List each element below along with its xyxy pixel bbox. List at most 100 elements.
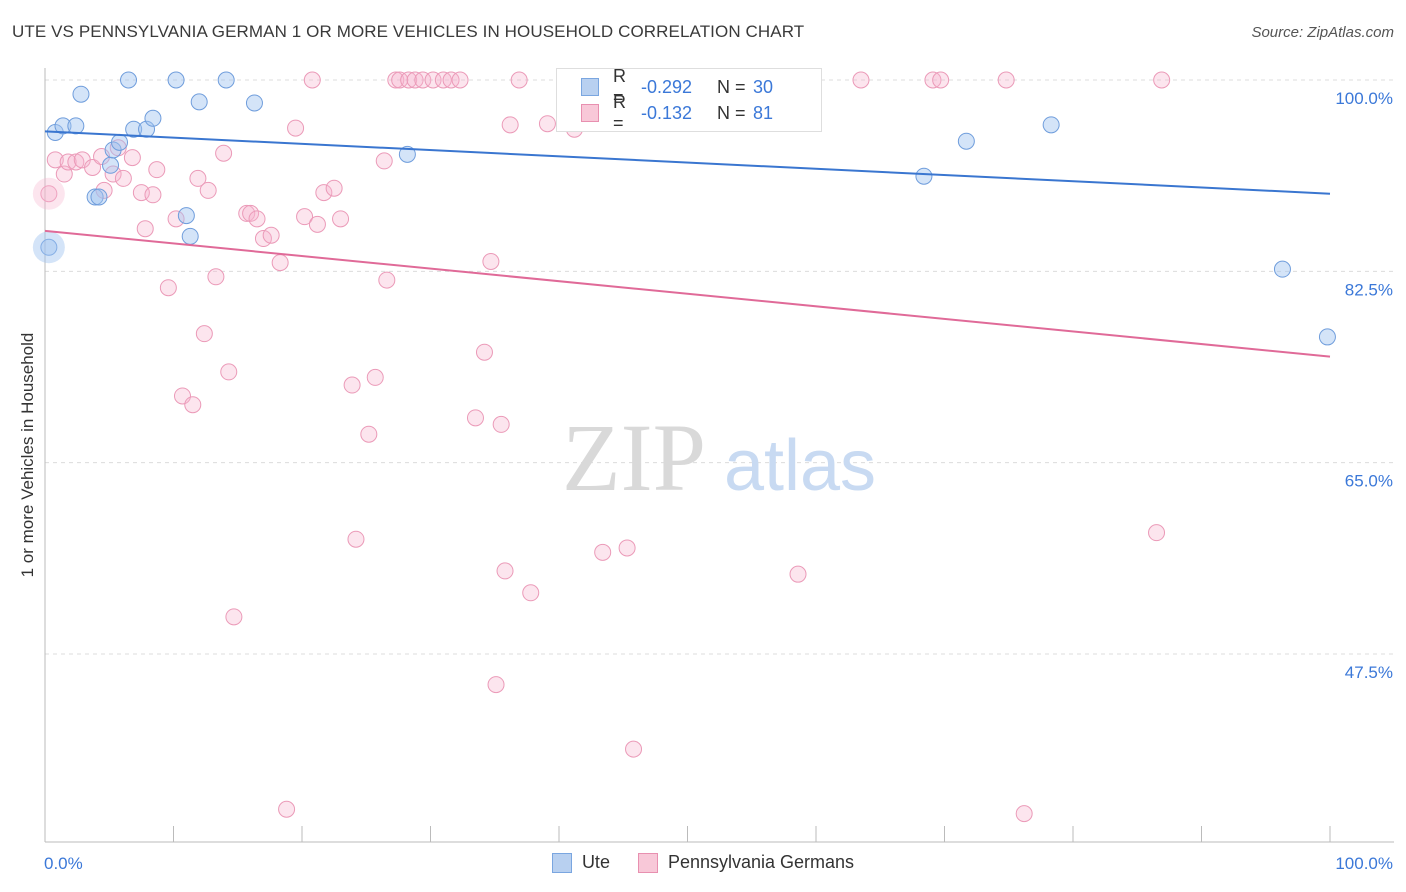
pennsylvania-germans-point	[144, 186, 162, 204]
pennsylvania-germans-point	[997, 71, 1015, 89]
pennsylvania-germans-point	[387, 71, 405, 89]
ute-point	[915, 167, 933, 185]
pennsylvania-germans-point	[325, 179, 343, 197]
pennsylvania-germans-point	[296, 208, 314, 226]
ute-point	[177, 207, 195, 225]
source-label: Source: ZipAtlas.com	[1251, 24, 1394, 41]
y-tick-label: 82.5%	[1345, 280, 1393, 299]
pennsylvania-germans-point	[1015, 805, 1033, 823]
ute-point	[90, 188, 108, 206]
legend-r-label: R =	[613, 92, 626, 133]
tick-labels: 47.5% 65.0% 82.5% 100.0% 0.0% 100.0%	[44, 89, 1393, 873]
ute-point	[957, 132, 975, 150]
ute-point	[120, 71, 138, 89]
ute-point	[102, 156, 120, 174]
pennsylvania-germans-large-point	[32, 177, 65, 210]
legend-item-ute[interactable]: Ute	[551, 852, 610, 873]
pennsylvania-germans-point	[225, 608, 243, 626]
ute-point	[167, 71, 185, 89]
legend-r-label: R =	[613, 66, 626, 107]
pennsylvania-germans-point	[347, 530, 365, 548]
pennsylvania-germans-point	[789, 565, 807, 583]
gridlines	[45, 79, 1394, 655]
ute-point	[1273, 260, 1291, 278]
pennsylvania-germans-point	[303, 71, 321, 89]
pennsylvania-germans-point	[207, 268, 225, 286]
chart-title: UTE VS PENNSYLVANIA GERMAN 1 OR MORE VEH…	[12, 22, 805, 41]
pennsylvania-germans-point	[424, 71, 442, 89]
pennsylvania-germans-point	[391, 71, 409, 89]
pennsylvania-germans-point	[496, 562, 514, 580]
pennsylvania-germans-point	[618, 539, 636, 557]
y-tick-label: 100.0%	[1335, 89, 1393, 108]
ute-point	[111, 133, 129, 151]
ute-point	[217, 71, 235, 89]
ute-point	[67, 117, 85, 135]
pennsylvania-germans-point	[248, 210, 266, 228]
pennsylvania-germans-point	[332, 210, 350, 228]
pennsylvania-germans-point	[375, 152, 393, 170]
legend-label-ute: Ute	[581, 852, 610, 872]
ute-point	[1042, 116, 1060, 134]
pennsylvania-germans-point	[492, 415, 510, 433]
ute-point	[125, 120, 143, 138]
pennsylvania-germans-point	[220, 363, 238, 381]
legend-n-label: N =	[717, 76, 746, 97]
legend-swatch-ute	[581, 78, 599, 96]
pennsylvania-germans-point	[451, 71, 469, 89]
pennsylvania-germans-point	[189, 169, 207, 187]
series-legend: Ute Pennsylvania Germans	[0, 852, 1406, 873]
ute-point	[40, 238, 58, 256]
pennsylvania-germans-point	[84, 158, 102, 176]
legend-n-label: N =	[717, 102, 746, 123]
ute-point	[54, 117, 72, 135]
pennsylvania-germans-point	[238, 204, 256, 222]
ute-point	[190, 93, 208, 111]
pennsylvania-germans-point	[625, 740, 643, 758]
pennsylvania-germans-point	[1153, 71, 1171, 89]
ute-point	[72, 85, 90, 103]
pennsylvania-germans-point	[308, 215, 326, 233]
x-tick-label: 0.0%	[44, 854, 83, 873]
trend-line-pennsylvania-germans	[44, 229, 1331, 358]
legend-swatch-ute	[551, 852, 572, 873]
legend-swatch-pennsylvania-germans	[637, 852, 658, 873]
pennsylvania-germans-point	[538, 115, 556, 133]
pennsylvania-germans-point	[378, 271, 396, 289]
pennsylvania-germans-point	[262, 226, 280, 244]
pennsylvania-germans-point	[148, 161, 166, 179]
pennsylvania-germans-point	[400, 71, 418, 89]
pennsylvania-germans-point	[466, 409, 484, 427]
pennsylvania-germans-point	[287, 119, 305, 137]
pennsylvania-germans-point	[315, 184, 333, 202]
pennsylvania-germans-point	[414, 71, 432, 89]
ute-point	[398, 145, 416, 163]
pennsylvania-germans-point	[67, 153, 85, 171]
pennsylvania-germans-point	[46, 151, 64, 169]
pennsylvania-germans-point	[1148, 524, 1166, 542]
legend-n-value: 30	[753, 76, 774, 97]
pennsylvania-germans-point	[442, 71, 460, 89]
legend-item-pennsylvania-germans[interactable]: Pennsylvania Germans	[637, 852, 854, 873]
pennsylvania-germans-point	[114, 169, 132, 187]
pennsylvania-germans-point	[195, 325, 213, 343]
pennsylvania-germans-point	[487, 676, 505, 694]
pennsylvania-germans-point	[159, 279, 177, 297]
ute-large-point	[32, 231, 65, 264]
axes	[44, 68, 1394, 843]
trend-lines	[44, 130, 1331, 358]
pennsylvania-germans-point	[366, 368, 384, 386]
y-axis-label: 1 or more Vehicles in Household	[18, 332, 37, 578]
pennsylvania-germans-point	[136, 220, 154, 238]
y-tick-label: 65.0%	[1345, 472, 1393, 491]
pennsylvania-germans-point	[167, 210, 185, 228]
pennsylvania-germans-point	[215, 144, 233, 162]
ute-point	[181, 227, 199, 245]
legend-swatch-pennsylvania-germans	[581, 104, 599, 122]
legend-row-ute: R = -0.292 N = 30	[581, 66, 774, 107]
pennsylvania-germans-point	[482, 252, 500, 270]
ute-point	[86, 188, 104, 206]
x-tick-label: 100.0%	[1335, 854, 1393, 873]
pennsylvania-germans-point	[278, 800, 296, 818]
correlation-legend: R = -0.292 N = 30 R = -0.132 N = 81	[556, 66, 822, 133]
